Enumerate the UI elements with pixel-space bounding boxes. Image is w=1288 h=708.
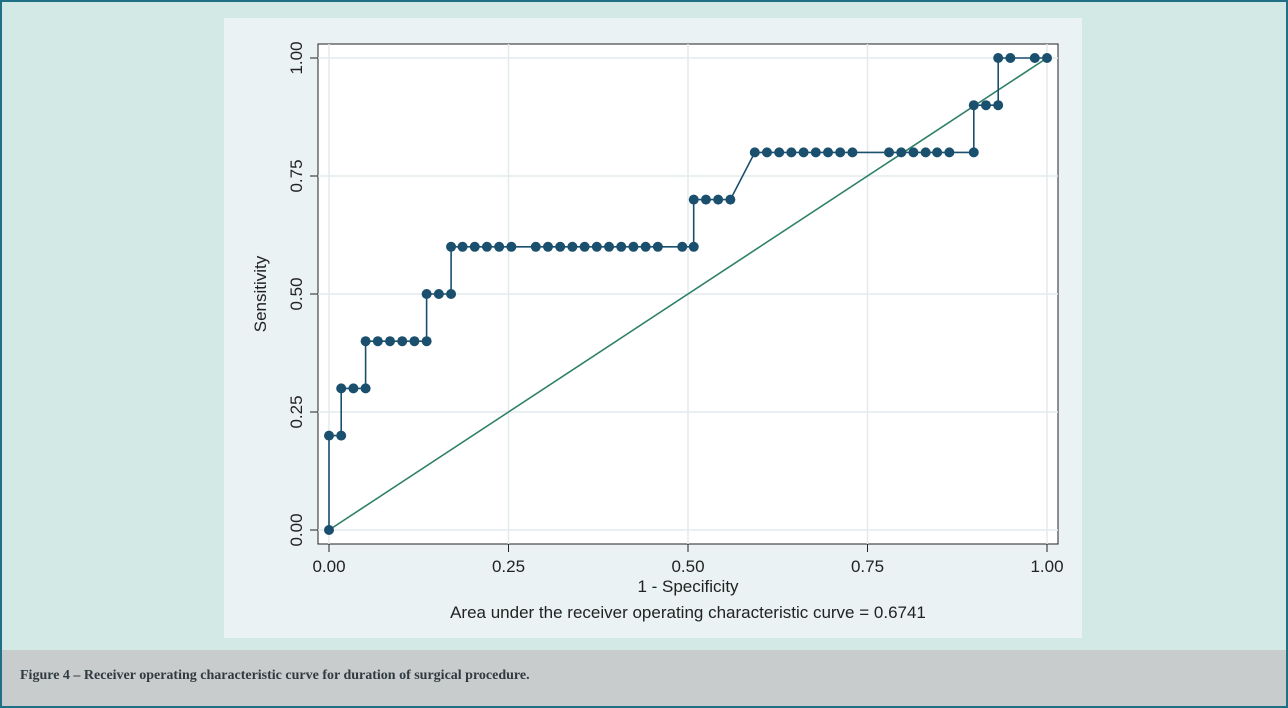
y-tick-label: 0.00 bbox=[287, 513, 306, 546]
roc-point bbox=[896, 147, 907, 158]
roc-point bbox=[324, 525, 334, 535]
y-tick-label: 0.25 bbox=[287, 395, 306, 428]
figure-caption: Figure 4 – Receiver operating characteri… bbox=[20, 668, 530, 683]
reference-line bbox=[328, 57, 1048, 531]
auc-note: Area under the receiver operating charac… bbox=[450, 603, 926, 622]
roc-point bbox=[628, 241, 639, 252]
roc-chart: 0.00 0.25 0.50 0.75 1.00 0.00 0.25 0.50 0.75 1.00… bbox=[251, 41, 1064, 622]
roc-point bbox=[336, 383, 347, 394]
roc-point bbox=[433, 289, 444, 299]
roc-point bbox=[835, 147, 846, 158]
roc-point bbox=[506, 241, 517, 252]
roc-point bbox=[481, 241, 492, 252]
roc-point bbox=[409, 336, 420, 347]
roc-point bbox=[640, 241, 651, 252]
roc-point bbox=[591, 241, 602, 252]
roc-curve bbox=[324, 53, 1052, 535]
roc-point bbox=[761, 147, 772, 158]
x-tick-label: 0.75 bbox=[851, 557, 884, 576]
roc-point bbox=[725, 194, 736, 205]
y-tick-label: 0.75 bbox=[287, 159, 306, 192]
roc-point bbox=[700, 194, 711, 205]
roc-point bbox=[1005, 53, 1016, 63]
roc-point bbox=[542, 241, 553, 252]
roc-point bbox=[530, 241, 541, 252]
roc-point bbox=[336, 430, 347, 441]
roc-point bbox=[749, 147, 760, 158]
roc-point bbox=[397, 336, 408, 347]
roc-point bbox=[652, 241, 663, 252]
x-tick-label: 0.00 bbox=[312, 557, 345, 576]
y-tick-label: 1.00 bbox=[287, 41, 306, 74]
plot-panel: 0.00 0.25 0.50 0.75 1.00 0.00 0.25 0.50 0.75 1.00… bbox=[224, 18, 1082, 638]
roc-point bbox=[1042, 53, 1052, 63]
roc-point bbox=[688, 194, 699, 205]
roc-point bbox=[798, 147, 809, 158]
axis-ticks: 0.00 0.25 0.50 0.75 1.00 0.00 0.25 0.50 0.75 1.00 bbox=[287, 41, 1064, 576]
roc-point bbox=[884, 147, 895, 158]
roc-point bbox=[457, 241, 468, 252]
roc-point bbox=[421, 289, 432, 299]
roc-point bbox=[579, 241, 590, 252]
roc-point bbox=[847, 147, 858, 158]
roc-point bbox=[810, 147, 821, 158]
roc-point bbox=[908, 147, 919, 158]
roc-point bbox=[604, 241, 615, 252]
x-tick-label: 1.00 bbox=[1030, 557, 1063, 576]
roc-point bbox=[944, 147, 955, 158]
x-tick-label: 0.25 bbox=[492, 557, 525, 576]
roc-point bbox=[1029, 53, 1040, 63]
roc-point bbox=[713, 194, 724, 205]
roc-point bbox=[567, 241, 578, 252]
roc-point bbox=[932, 147, 943, 158]
roc-point bbox=[469, 241, 480, 252]
roc-point bbox=[360, 383, 371, 394]
roc-point bbox=[372, 336, 383, 347]
roc-point bbox=[421, 336, 432, 347]
y-axis-title: Sensitivity bbox=[251, 255, 270, 332]
roc-point bbox=[677, 241, 688, 252]
roc-point bbox=[823, 147, 834, 158]
y-tick-label: 0.50 bbox=[287, 277, 306, 310]
roc-point bbox=[348, 383, 359, 394]
roc-point bbox=[446, 289, 457, 299]
roc-point bbox=[993, 100, 1004, 111]
roc-point bbox=[616, 241, 627, 252]
roc-point bbox=[920, 147, 931, 158]
roc-point bbox=[993, 53, 1004, 63]
roc-point bbox=[446, 241, 457, 252]
roc-point bbox=[385, 336, 396, 347]
roc-point bbox=[324, 430, 334, 441]
roc-point bbox=[968, 100, 979, 111]
reference-diagonal bbox=[328, 57, 1048, 531]
x-tick-label: 0.50 bbox=[671, 557, 704, 576]
x-axis-title: 1 - Specificity bbox=[637, 577, 739, 596]
caption-bar: Figure 4 – Receiver operating characteri… bbox=[2, 650, 1286, 706]
roc-point bbox=[980, 100, 991, 111]
roc-point bbox=[688, 241, 699, 252]
roc-point bbox=[786, 147, 797, 158]
roc-point bbox=[774, 147, 785, 158]
roc-point bbox=[968, 147, 979, 158]
roc-point bbox=[494, 241, 505, 252]
roc-point bbox=[555, 241, 566, 252]
roc-point bbox=[360, 336, 371, 347]
